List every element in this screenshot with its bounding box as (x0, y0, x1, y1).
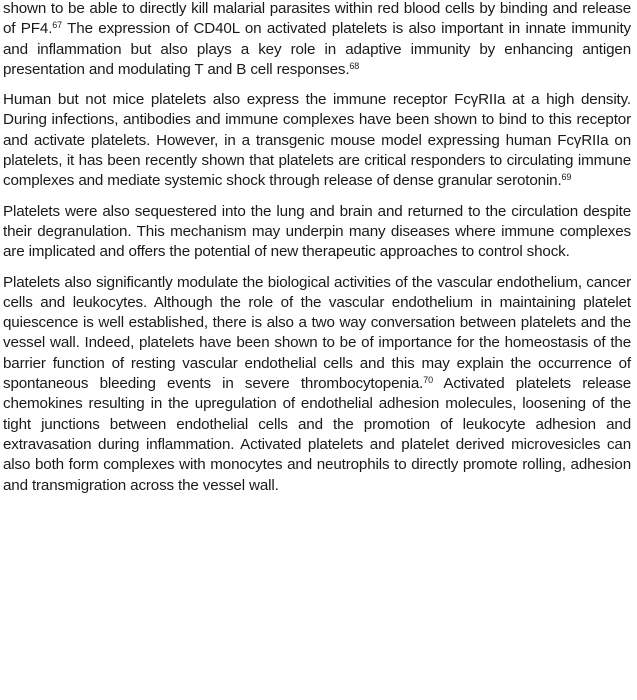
paragraph-fcgriia: Human but not mice platelets also expres… (3, 90, 631, 191)
paragraph-text: The expression of CD40L on activated pla… (3, 20, 631, 78)
paragraph-text: Platelets were also sequestered into the… (3, 202, 631, 261)
citation-reference: 70 (423, 374, 433, 385)
paragraph-malaria-cd40l: shown to be able to directly kill malari… (3, 0, 631, 80)
paragraph-text: Human but not mice platelets also expres… (3, 91, 631, 190)
citation-reference: 69 (561, 172, 572, 183)
paragraph-text: Platelets also significantly modulate th… (3, 273, 631, 393)
paragraph-text: shown to be able to directly kill malari… (3, 0, 631, 38)
paragraph-text: Activated platelets release chemokines r… (3, 375, 631, 494)
citation-reference: 68 (349, 60, 360, 71)
paragraph-endothelium: Platelets also significantly modulate th… (3, 273, 631, 496)
citation-reference: 67 (52, 20, 62, 31)
document-page: shown to be able to directly kill malari… (3, 0, 631, 506)
paragraph-sequestration: Platelets were also sequestered into the… (3, 202, 631, 263)
